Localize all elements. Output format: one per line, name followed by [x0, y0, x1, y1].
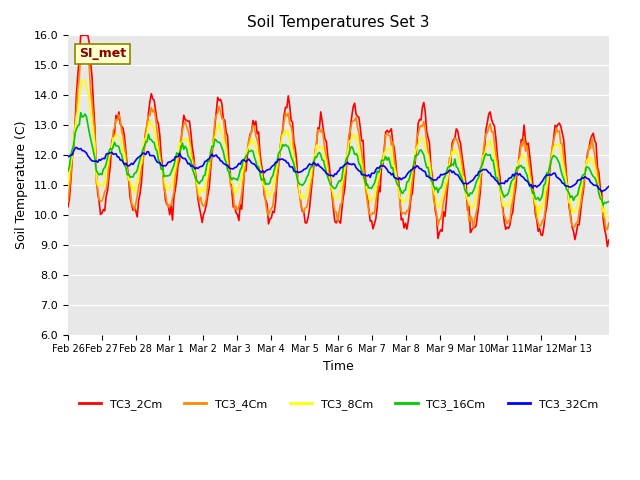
- TC3_16Cm: [101, 165, 109, 170]
- TC3_8Cm: [451, 146, 459, 152]
- TC3_8Cm: [531, 201, 539, 206]
- TC3_32Cm: [101, 156, 109, 161]
- TC3_8Cm: [64, 182, 72, 188]
- TC3_8Cm: [84, 87, 92, 93]
- TC3_16Cm: [77, 110, 84, 116]
- TC3_2Cm: [451, 135, 459, 141]
- TC3_8Cm: [605, 215, 612, 220]
- TC3_16Cm: [344, 154, 351, 159]
- TC3_2Cm: [602, 232, 610, 238]
- X-axis label: Time: Time: [323, 360, 354, 373]
- Legend: TC3_2Cm, TC3_4Cm, TC3_8Cm, TC3_16Cm, TC3_32Cm: TC3_2Cm, TC3_4Cm, TC3_8Cm, TC3_16Cm, TC3…: [74, 394, 603, 414]
- TC3_16Cm: [599, 202, 607, 208]
- TC3_32Cm: [64, 154, 72, 160]
- TC3_16Cm: [605, 199, 612, 204]
- TC3_2Cm: [605, 237, 612, 243]
- TC3_2Cm: [344, 153, 351, 158]
- TC3_32Cm: [531, 183, 539, 189]
- Text: SI_met: SI_met: [79, 48, 126, 60]
- TC3_32Cm: [598, 189, 605, 195]
- TC3_2Cm: [101, 208, 109, 214]
- TC3_16Cm: [604, 199, 611, 205]
- Line: TC3_4Cm: TC3_4Cm: [68, 50, 609, 229]
- TC3_8Cm: [344, 152, 351, 157]
- Line: TC3_32Cm: TC3_32Cm: [68, 147, 609, 192]
- TC3_4Cm: [78, 48, 86, 53]
- TC3_8Cm: [101, 178, 109, 184]
- Line: TC3_8Cm: TC3_8Cm: [68, 80, 609, 217]
- TC3_32Cm: [344, 159, 351, 165]
- TC3_2Cm: [84, 33, 92, 38]
- TC3_8Cm: [78, 77, 86, 83]
- TC3_2Cm: [64, 204, 72, 210]
- TC3_16Cm: [64, 168, 72, 174]
- TC3_4Cm: [531, 204, 539, 210]
- TC3_4Cm: [344, 147, 351, 153]
- Title: Soil Temperatures Set 3: Soil Temperatures Set 3: [247, 15, 429, 30]
- TC3_8Cm: [534, 215, 542, 220]
- TC3_2Cm: [77, 33, 84, 38]
- TC3_32Cm: [73, 144, 81, 150]
- TC3_4Cm: [602, 227, 610, 232]
- TC3_32Cm: [604, 185, 611, 191]
- TC3_32Cm: [84, 153, 92, 158]
- TC3_2Cm: [604, 244, 611, 250]
- TC3_32Cm: [605, 183, 612, 189]
- TC3_4Cm: [84, 54, 92, 60]
- Y-axis label: Soil Temperature (C): Soil Temperature (C): [15, 121, 28, 249]
- TC3_2Cm: [531, 211, 539, 217]
- TC3_4Cm: [64, 199, 72, 204]
- TC3_4Cm: [604, 227, 611, 232]
- TC3_32Cm: [451, 171, 459, 177]
- TC3_16Cm: [451, 156, 459, 162]
- TC3_8Cm: [604, 214, 611, 220]
- TC3_16Cm: [84, 121, 92, 127]
- TC3_4Cm: [451, 135, 459, 141]
- TC3_4Cm: [101, 189, 109, 194]
- Line: TC3_16Cm: TC3_16Cm: [68, 113, 609, 205]
- TC3_16Cm: [531, 196, 539, 202]
- TC3_4Cm: [605, 220, 612, 226]
- Line: TC3_2Cm: TC3_2Cm: [68, 36, 609, 247]
